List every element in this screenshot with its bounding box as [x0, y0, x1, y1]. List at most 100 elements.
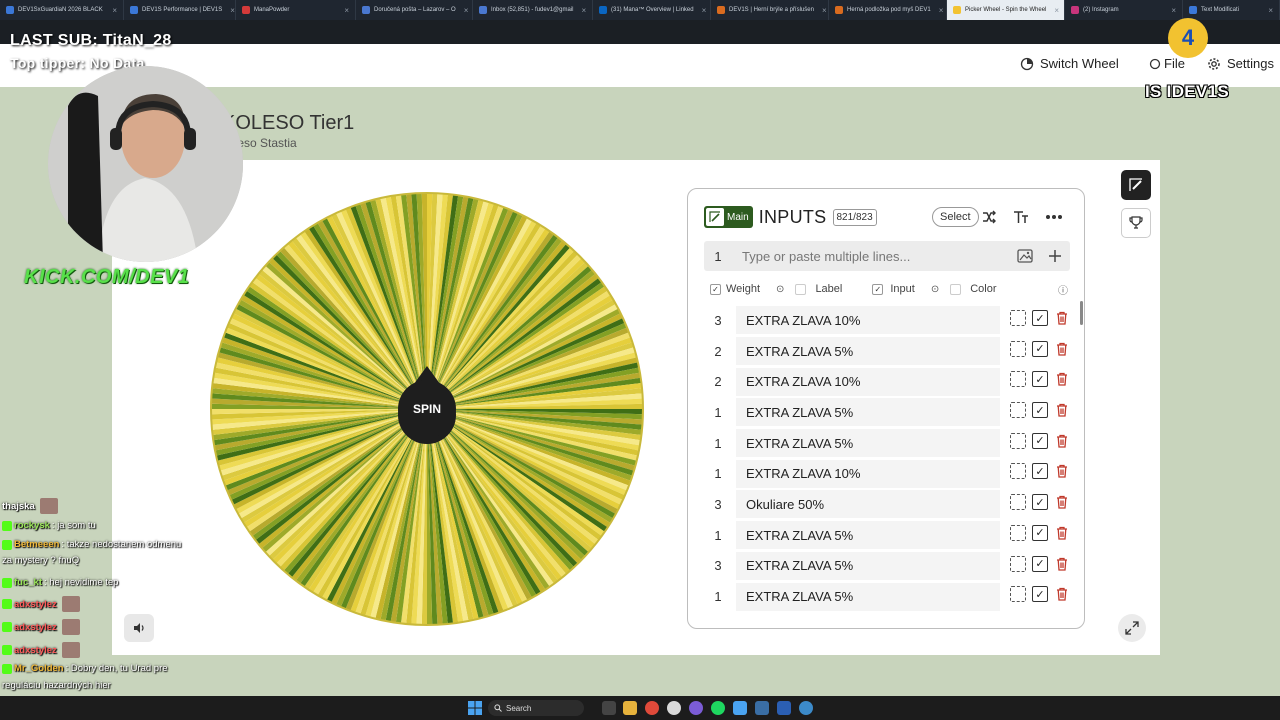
entry-text[interactable]: EXTRA ZLAVA 10%: [736, 306, 1000, 335]
trash-icon[interactable]: [1054, 371, 1070, 387]
app-icon-2[interactable]: [755, 701, 769, 715]
tab-close-icon[interactable]: ×: [701, 5, 707, 15]
tab-close-icon[interactable]: ×: [1054, 5, 1060, 15]
entry-row[interactable]: 3 Okuliare 50% ✓: [704, 489, 1070, 520]
entry-weight[interactable]: 1: [714, 589, 722, 605]
duplicate-icon[interactable]: [1010, 524, 1026, 541]
start-icon[interactable]: [468, 701, 482, 715]
list-scrollbar[interactable]: [1080, 301, 1083, 325]
entry-weight[interactable]: 2: [714, 343, 722, 359]
weight-checkbox[interactable]: ✓: [710, 283, 721, 295]
tab-close-icon[interactable]: ×: [821, 5, 827, 15]
input-checkbox[interactable]: ✓: [872, 283, 884, 295]
tab-close-icon[interactable]: ×: [112, 5, 117, 15]
entry-text[interactable]: EXTRA ZLAVA 5%: [736, 337, 1000, 366]
duplicate-icon[interactable]: [1010, 494, 1026, 511]
spin-button-circle[interactable]: [398, 380, 456, 438]
entry-row[interactable]: 1 EXTRA ZLAVA 10% ✓: [704, 458, 1070, 489]
entry-row[interactable]: 2 EXTRA ZLAVA 10% ✓: [704, 366, 1070, 397]
browser-tab[interactable]: ManaPowder ×: [236, 0, 356, 20]
browser-tab[interactable]: Inbox (52,851) - fudev1@gmail ×: [473, 0, 593, 20]
taskbar-search[interactable]: Search: [488, 700, 584, 716]
add-entry-icon[interactable]: [1040, 249, 1070, 263]
tab-close-icon[interactable]: ×: [938, 5, 944, 15]
trash-icon[interactable]: [1054, 433, 1070, 449]
entry-enabled-checkbox[interactable]: ✓: [1032, 463, 1048, 480]
entry-enabled-checkbox[interactable]: ✓: [1032, 494, 1048, 511]
entry-text[interactable]: EXTRA ZLAVA 10%: [736, 459, 1000, 488]
trash-icon[interactable]: [1054, 402, 1070, 418]
new-entry-input[interactable]: Type or paste multiple lines...: [742, 248, 911, 264]
entry-enabled-checkbox[interactable]: ✓: [1032, 402, 1048, 419]
task-view-icon[interactable]: [602, 701, 616, 715]
obs-icon[interactable]: [667, 701, 681, 715]
duplicate-icon[interactable]: [1010, 555, 1026, 572]
tab-close-icon[interactable]: ×: [1171, 5, 1176, 15]
entry-enabled-checkbox[interactable]: ✓: [1032, 555, 1048, 572]
entry-text[interactable]: Okuliare 50%: [736, 490, 1000, 519]
entry-weight[interactable]: 3: [714, 558, 722, 574]
results-tool[interactable]: [1121, 208, 1151, 238]
trash-icon[interactable]: [1054, 586, 1070, 602]
trash-icon[interactable]: [1054, 494, 1070, 510]
entry-row[interactable]: 2 EXTRA ZLAVA 5% ✓: [704, 336, 1070, 367]
file-button[interactable]: File: [1148, 56, 1185, 71]
entry-enabled-checkbox[interactable]: ✓: [1032, 524, 1048, 541]
switch-wheel-button[interactable]: Switch Wheel: [1020, 56, 1119, 71]
tab-close-icon[interactable]: ×: [1268, 5, 1273, 15]
sound-button[interactable]: [124, 614, 154, 642]
entry-row[interactable]: 1 EXTRA ZLAVA 5% ✓: [704, 520, 1070, 551]
browser-tab[interactable]: Doručená pošta – Lazarov – O ×: [356, 0, 473, 20]
trash-icon[interactable]: [1054, 310, 1070, 326]
browser-tab[interactable]: (31) Mana™ Overview | Linked ×: [593, 0, 711, 20]
entry-row[interactable]: 1 EXTRA ZLAVA 5% ✓: [704, 581, 1070, 612]
image-icon[interactable]: [1010, 249, 1040, 263]
duplicate-icon[interactable]: [1010, 340, 1026, 357]
entry-weight[interactable]: 1: [714, 466, 722, 482]
entry-enabled-checkbox[interactable]: ✓: [1032, 586, 1048, 603]
entry-enabled-checkbox[interactable]: ✓: [1032, 310, 1048, 326]
duplicate-icon[interactable]: [1010, 310, 1026, 326]
edge-icon[interactable]: [799, 701, 813, 715]
entry-weight[interactable]: 2: [714, 374, 722, 390]
edit-mode-tool[interactable]: [1121, 170, 1151, 200]
settings-button[interactable]: Settings: [1207, 56, 1274, 71]
browser-tab[interactable]: Text Modificati ×: [1183, 0, 1280, 20]
entry-row[interactable]: 3 EXTRA ZLAVA 5% ✓: [704, 551, 1070, 582]
select-button[interactable]: Select: [932, 207, 979, 227]
browser-tab[interactable]: DEV1S | Herní brýle a příslušen ×: [711, 0, 829, 20]
entry-row[interactable]: 1 EXTRA ZLAVA 5% ✓: [704, 428, 1070, 459]
word-icon[interactable]: [777, 701, 791, 715]
new-entry-row[interactable]: 1 Type or paste multiple lines...: [704, 241, 1070, 271]
entry-text[interactable]: EXTRA ZLAVA 5%: [736, 429, 1000, 458]
spin-button-label[interactable]: SPIN: [413, 402, 441, 416]
discord-icon[interactable]: [689, 701, 703, 715]
tab-close-icon[interactable]: ×: [581, 5, 587, 15]
entry-enabled-checkbox[interactable]: ✓: [1032, 432, 1048, 449]
wheel-graphic[interactable]: SPIN: [208, 190, 646, 628]
main-tab-badge[interactable]: Main: [704, 206, 753, 228]
entry-weight[interactable]: 3: [714, 496, 722, 512]
tab-close-icon[interactable]: ×: [463, 5, 469, 15]
color-checkbox[interactable]: [950, 283, 962, 295]
duplicate-icon[interactable]: [1010, 371, 1026, 388]
duplicate-icon[interactable]: [1010, 432, 1026, 449]
app-icon-1[interactable]: [733, 701, 747, 715]
entry-row[interactable]: 1 EXTRA ZLAVA 5% ✓: [704, 397, 1070, 428]
input-eye-icon[interactable]: ⊙: [930, 283, 940, 295]
shuffle-icon[interactable]: [979, 207, 999, 227]
chrome-icon[interactable]: [645, 701, 659, 715]
info-icon[interactable]: ⓘ: [1058, 285, 1068, 297]
browser-tab[interactable]: Picker Wheel - Spin the Wheel ×: [947, 0, 1065, 20]
entry-text[interactable]: EXTRA ZLAVA 5%: [736, 582, 1000, 611]
entry-text[interactable]: EXTRA ZLAVA 10%: [736, 367, 1000, 396]
entry-text[interactable]: EXTRA ZLAVA 5%: [736, 398, 1000, 427]
entry-weight[interactable]: 1: [714, 435, 722, 451]
trash-icon[interactable]: [1054, 525, 1070, 541]
duplicate-icon[interactable]: [1010, 586, 1026, 603]
entry-weight[interactable]: 3: [714, 312, 722, 328]
trash-icon[interactable]: [1054, 556, 1070, 572]
browser-tab[interactable]: Herná podložka pod myš DEV1 ×: [829, 0, 947, 20]
trash-icon[interactable]: [1054, 463, 1070, 479]
entry-text[interactable]: EXTRA ZLAVA 5%: [736, 551, 1000, 580]
